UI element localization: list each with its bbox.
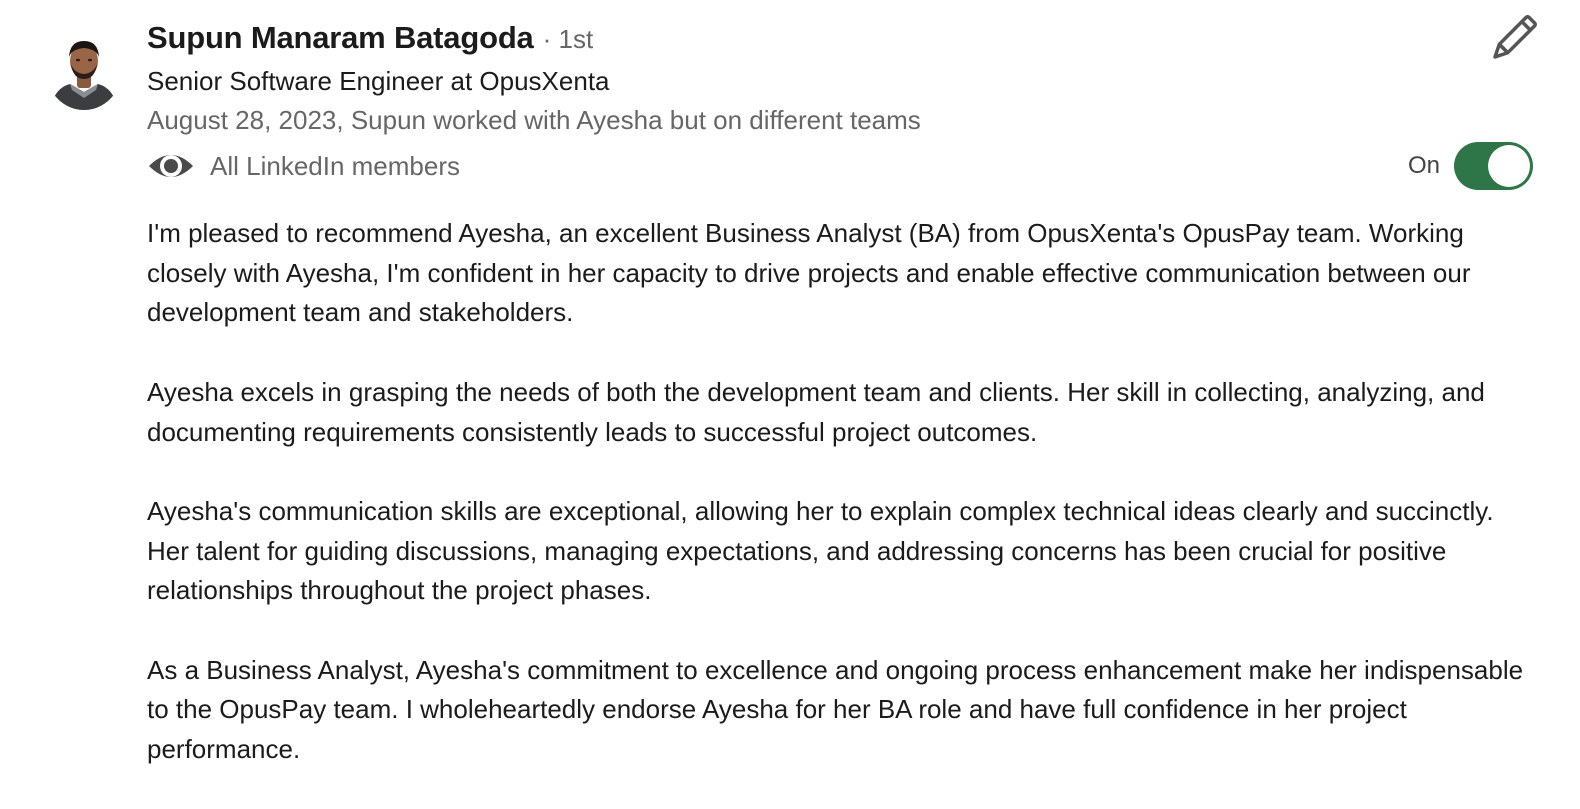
recommendation-relationship: August 28, 2023, Supun worked with Ayesh… [147,105,921,135]
visibility-row: All LinkedIn members [147,146,460,186]
author-name[interactable]: Supun Manaram Batagoda [147,20,534,55]
author-headline: Senior Software Engineer at OpusXenta [147,66,610,96]
connection-degree: · 1st [542,24,594,54]
visibility-toggle-control: On [1408,141,1534,191]
edit-button[interactable] [1486,14,1538,66]
recommendation-paragraph: Ayesha's communication skills are except… [147,495,1494,606]
visibility-toggle[interactable] [1454,142,1534,190]
toggle-label: On [1408,152,1441,179]
eye-icon [147,146,195,186]
recommendation-paragraph: Ayesha excels in grasping the needs of b… [147,376,1485,447]
pencil-icon [1493,15,1537,59]
recommendation-text: I'm pleased to recommend Ayesha, an exce… [147,214,1527,809]
visibility-label: All LinkedIn members [210,150,460,181]
avatar-photo [46,30,122,110]
avatar[interactable] [46,30,122,110]
toggle-knob [1488,145,1531,187]
recommendation-paragraph: As a Business Analyst, Ayesha's commitme… [147,654,1524,765]
author-name-row: Supun Manaram Batagoda · 1st [147,20,593,60]
recommendation-paragraph: I'm pleased to recommend Ayesha, an exce… [147,218,1471,328]
